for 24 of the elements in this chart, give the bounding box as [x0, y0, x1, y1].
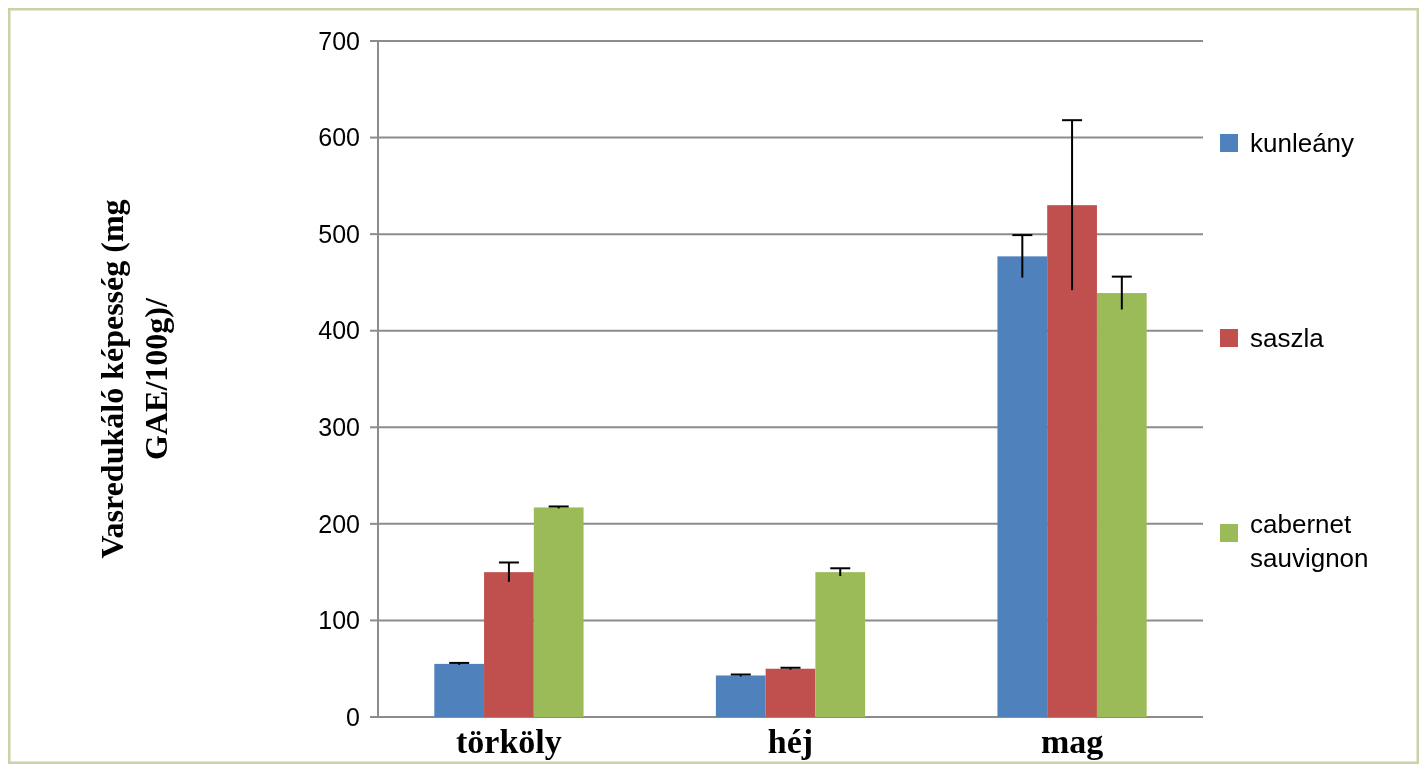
bar [533, 507, 584, 717]
bar [815, 572, 866, 717]
bar [715, 675, 766, 717]
y-tick-label: 600 [318, 123, 360, 152]
x-tick-label: törköly [456, 723, 562, 760]
y-axis-title: Vasredukáló képesség (mg GAE/100g)/ [94, 199, 174, 559]
legend-label: saszla [1250, 323, 1325, 354]
y-tick-label: 100 [318, 606, 360, 635]
x-tick-label: héj [767, 723, 814, 760]
y-tick-label: 0 [346, 702, 360, 731]
y-tick-label: 500 [318, 219, 360, 248]
bar [997, 256, 1048, 717]
legend-label: cabernet sauvignon [1250, 509, 1369, 573]
bar [1096, 293, 1147, 717]
legend-label: kunleány [1250, 128, 1355, 159]
y-tick-label: 300 [318, 413, 360, 442]
y-tick-label: 200 [318, 509, 360, 538]
bar [434, 663, 485, 717]
bar [484, 572, 534, 717]
y-tick-label: 700 [318, 26, 360, 55]
x-tick-label: mag [1040, 723, 1104, 760]
y-tick-label: 400 [318, 316, 360, 345]
bar [1047, 205, 1097, 717]
bar [765, 668, 816, 717]
